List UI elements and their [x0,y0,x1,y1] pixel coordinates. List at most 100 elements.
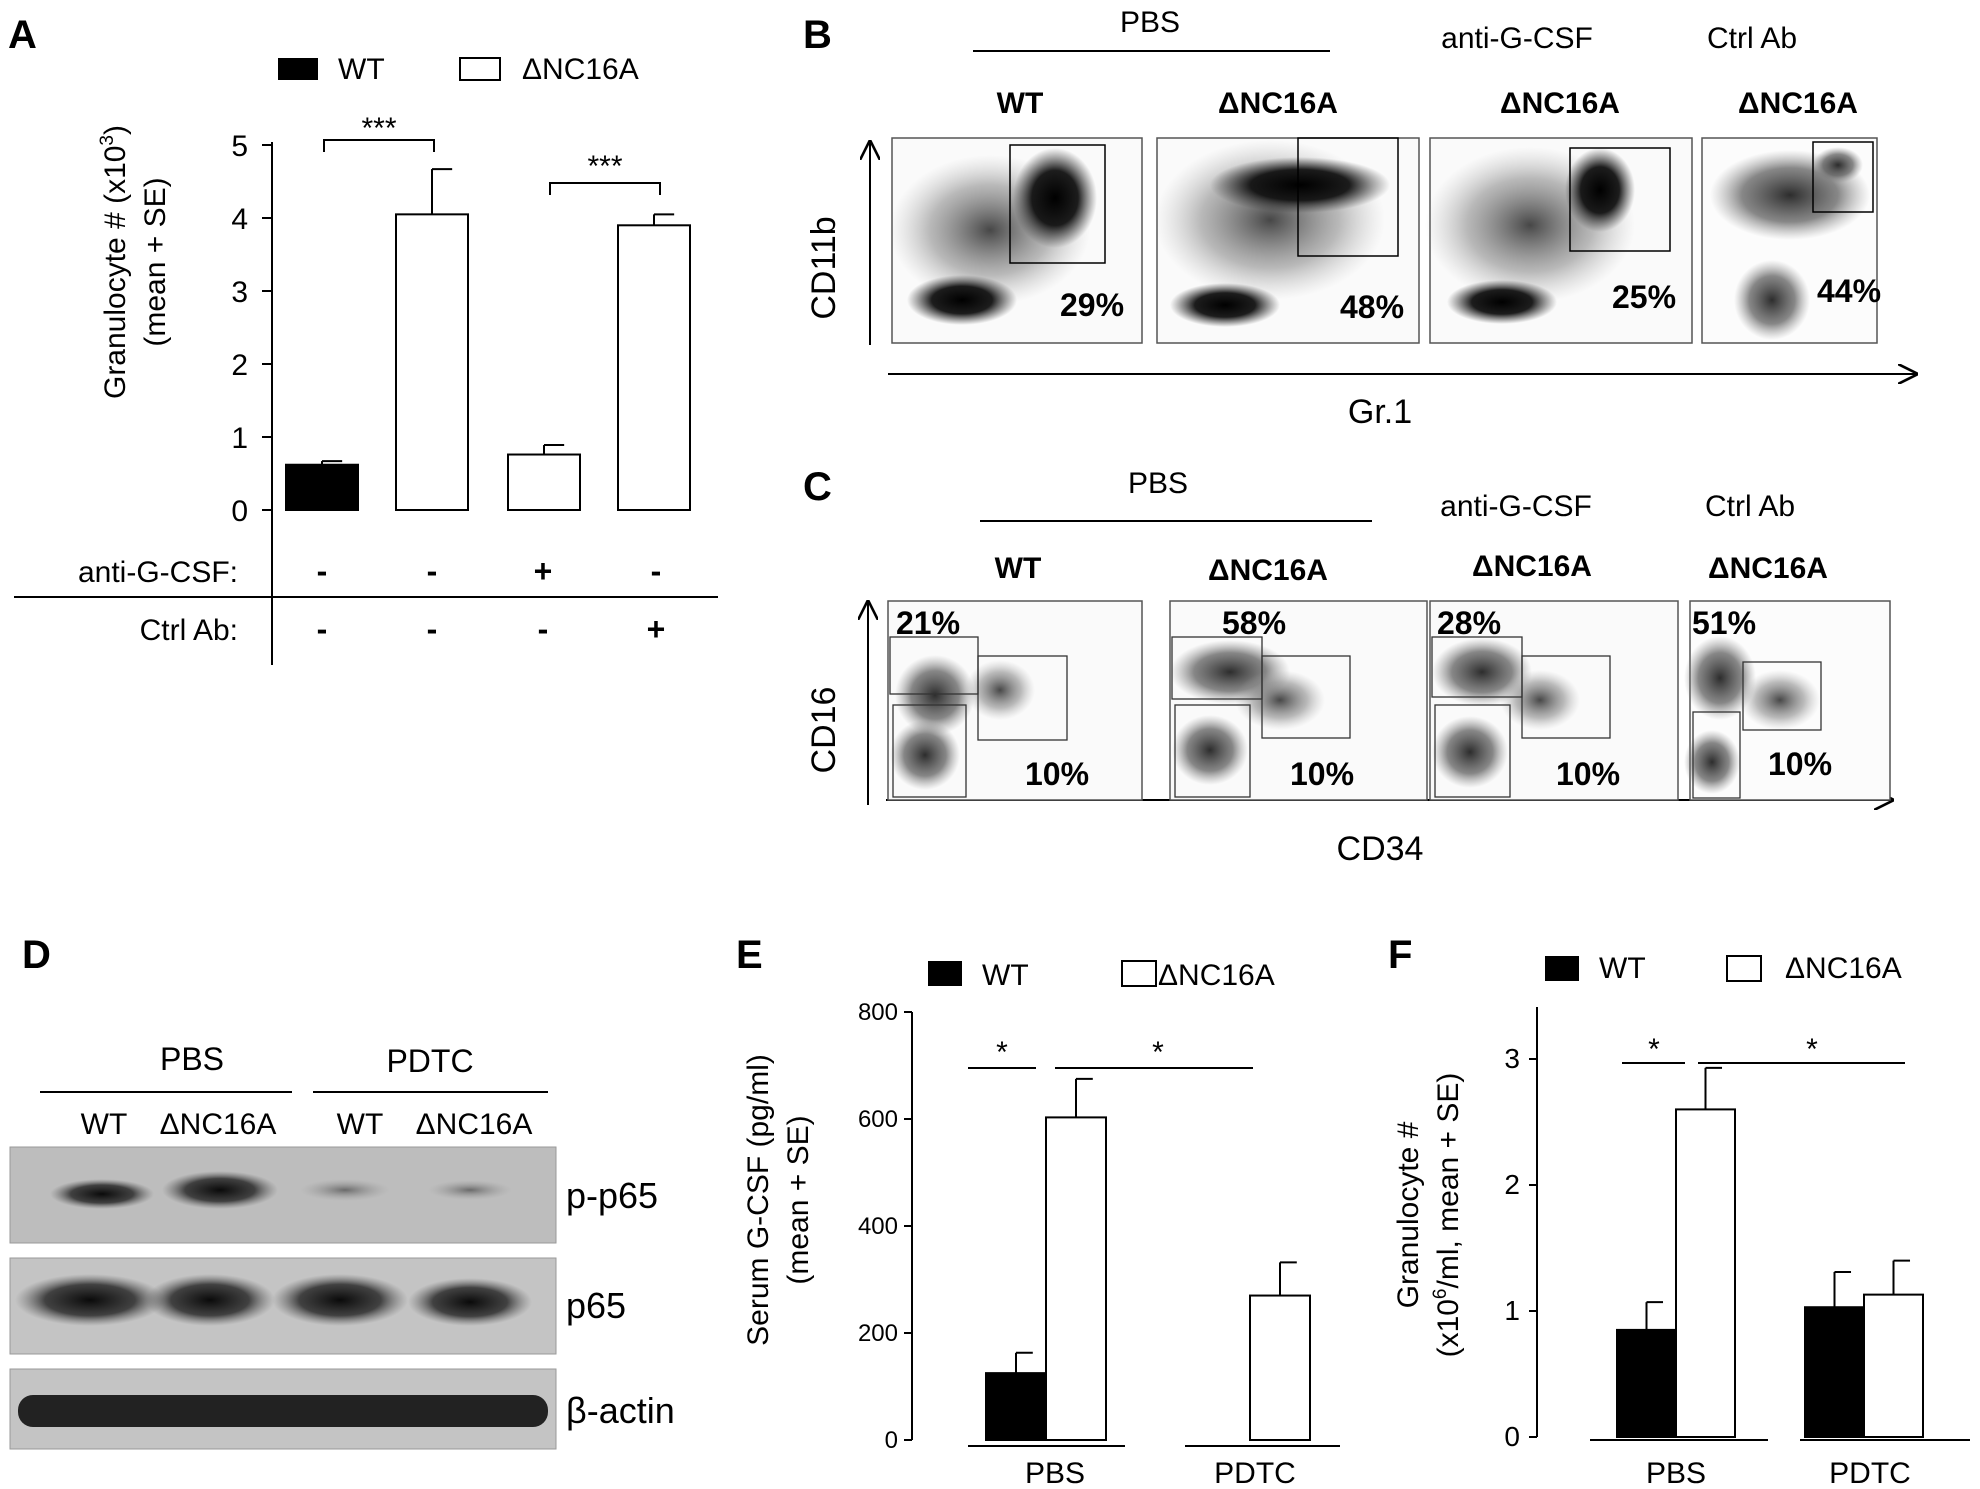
bar-wt [1616,1328,1677,1439]
blot-band [300,1179,390,1201]
blot-band [272,1274,408,1326]
y-tick-label: 800 [858,999,898,1026]
blot-label: p65 [566,1285,626,1326]
population-density [1432,716,1508,788]
legend-label-dnc16a: ΔNC16A [1785,952,1902,985]
population-density [1684,730,1740,794]
flow-plot-anti-gcsf: 25% [1425,137,1693,344]
population-density [907,275,1017,325]
y-tick-label: 0 [1504,1421,1520,1452]
gate-r13 [1521,655,1611,739]
significance-label: *** [587,150,622,183]
significance-label: * [1806,1033,1818,1066]
group-label: PBS [1646,1457,1706,1489]
gate-r14 [1009,144,1106,264]
legend-swatch-dnc16a [459,57,501,81]
row-mark: - [427,611,438,647]
population-density [1170,283,1280,327]
y-axis-label-line2-sup: 6 [1430,1288,1451,1299]
population-density [1684,636,1756,720]
flow-plot-wt: 29% [890,137,1143,344]
y-tick-label: 3 [1504,1043,1520,1074]
blot-label: p-p65 [566,1175,658,1216]
y-axis-label-line1: Granulocyte # [1392,1121,1425,1308]
y-tick-label: 400 [858,1213,898,1240]
gate-r16 [1174,704,1251,798]
legend-label-wt: WT [1599,952,1646,985]
legend-label-wt: WT [982,959,1029,992]
x-axis-label-gr1: Gr.1 [1348,393,1412,431]
population-density [1235,670,1325,730]
y-tick-label: 0 [885,1427,898,1454]
row-label-ctrl-ab: Ctrl Ab: [140,614,238,647]
bar-dnc16a [1249,1294,1311,1442]
gate-percentage-top: 51% [1692,605,1756,641]
y-tick-label: 3 [231,276,248,309]
legend-swatch-wt [1545,956,1579,981]
panel-b: B PBS anti-G-CSF Ctrl Ab WT ΔNC16A ΔNC16… [803,6,1916,431]
column-subheader: ΔNC16A [1208,554,1328,587]
population-density [890,720,960,790]
significance-label: *** [361,112,396,145]
column-header: Ctrl Ab [1705,490,1795,523]
group-label: PBS [160,1041,224,1077]
column-header: Ctrl Ab [1707,22,1797,55]
lane-label: ΔNC16A [416,1108,533,1141]
y-axis-label-line2-post: /ml, mean + SE) [1432,1073,1465,1289]
bar-1 [285,463,359,511]
column-subheader: ΔNC16A [1708,552,1828,585]
gate-percentage: 29% [1060,287,1124,323]
y-axis-label-line2: (x106/ml, mean + SE) [1430,1073,1465,1358]
panel-a: A WT ΔNC16A Granulocyte # (x103) (mean +… [8,13,718,665]
bar-series [285,168,691,512]
bar-wt [1804,1306,1865,1438]
bar-2 [395,213,469,511]
lane-label: WT [81,1108,128,1141]
bar-dnc16a [1863,1293,1924,1438]
blot-band [50,1179,154,1209]
legend-swatch-dnc16a [1121,960,1157,987]
legend-swatch-dnc16a [1726,955,1762,982]
column-subheader: ΔNC16A [1472,550,1592,583]
y-axis-label: Granulocyte # (x103) (mean + SE) [97,125,172,399]
group-label-pbs: PBS [1128,467,1188,500]
gate-r13 [1742,661,1822,731]
flow-plot-dnc16a: 48% [1155,137,1420,344]
svg-text:(x106/ml, mean + SE): (x106/ml, mean + SE) [1430,1073,1465,1358]
y-axis-label-line2-pre: (x10 [1432,1299,1465,1357]
x-axis-label-cd34: CD34 [1337,830,1424,868]
bar-dnc16a [1675,1108,1736,1439]
flow-plot-ctrl-ab: 44% [1701,137,1881,344]
column-subheader: ΔNC16A [1218,87,1338,120]
panel-d: D PBS PDTC WT ΔNC16A WT ΔNC16A p-p65 p65 [9,933,675,1450]
row-mark: - [427,553,438,589]
y-tick-label: 1 [1504,1295,1520,1326]
gate-percentage-bottom: 10% [1290,756,1354,792]
population-density [1447,280,1557,324]
gate-percentage-bottom: 10% [1025,756,1089,792]
panel-letter-e: E [736,933,763,977]
blot-band [162,1171,278,1209]
blot-p65: p65 [9,1257,626,1355]
population-density [965,660,1035,720]
bar-dnc16a [1045,1116,1107,1442]
population-density [1813,147,1863,183]
column-subheader: ΔNC16A [1738,87,1858,120]
y-axis-label-line1-sup: 3 [97,135,118,146]
panel-f: F WT ΔNC16A Granulocyte # (x106/ml, mean… [1388,933,1970,1489]
blot-band [15,1274,165,1326]
row-mark: - [317,611,328,647]
gate-r14 [1569,147,1671,252]
bar-wt [985,1372,1047,1441]
panel-letter-d: D [22,933,51,977]
flow-plot-dnc16a: 58% 10% [1169,600,1428,801]
row-mark: - [651,553,662,589]
legend-label-dnc16a: ΔNC16A [522,53,639,86]
significance-label: * [1152,1036,1164,1069]
column-subheader: WT [997,87,1044,120]
row-mark: + [534,553,553,589]
row-mark: + [647,611,666,647]
panel-letter-a: A [8,13,37,57]
y-axis-label-line2: (mean + SE) [782,1115,815,1284]
gate-percentage-top: 28% [1437,605,1501,641]
